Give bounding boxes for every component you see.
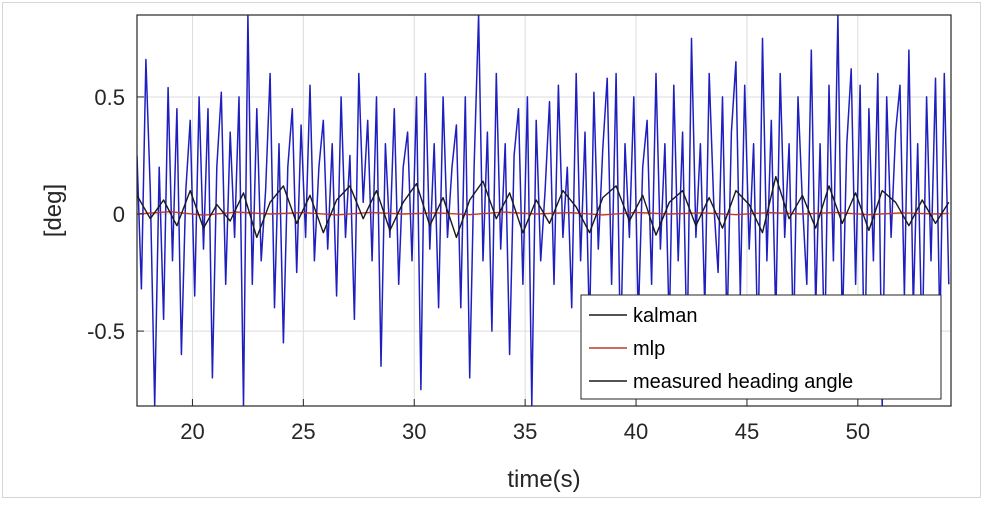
x-tick-label: 45	[735, 419, 759, 444]
legend-item-kalman: kalman	[589, 305, 697, 327]
figure-frame: 20 25 30 35 40 45 50 -0.5 0 0.5 time(s) [deg] ka…	[2, 2, 981, 498]
y-tick-label: -0.5	[87, 319, 125, 344]
legend-box	[580, 294, 942, 400]
legend-label-measured-heading-angle: measured heading angle	[633, 371, 853, 393]
y-axis-label: [deg]	[40, 184, 67, 237]
x-tick-label: 25	[291, 419, 315, 444]
legend-item-mlp: mlp	[589, 338, 665, 360]
axes-box	[136, 14, 952, 407]
x-tick-label: 40	[624, 419, 648, 444]
series-line-kalman	[137, 175, 950, 239]
legend-label-kalman: kalman	[633, 305, 697, 327]
x-axis-ticks: 20 25 30 35 40 45 50	[180, 399, 870, 444]
y-axis-ticks: -0.5 0 0.5	[87, 85, 144, 344]
x-tick-label: 30	[402, 419, 426, 444]
y-tick-label: 0	[113, 202, 125, 227]
legend-item-measured-heading-angle: measured heading angle	[589, 371, 853, 393]
legend: kalman mlp measured heading angle	[580, 294, 942, 400]
x-tick-label: 20	[180, 419, 204, 444]
x-tick-label: 50	[846, 419, 870, 444]
series-line-mlp	[137, 210, 949, 216]
plot-area	[137, 15, 950, 406]
y-tick-label: 0.5	[94, 85, 125, 110]
x-axis-label: time(s)	[507, 466, 580, 493]
x-tick-label: 35	[513, 419, 537, 444]
legend-label-mlp: mlp	[633, 338, 665, 360]
series-line-measured-heading-angle	[137, 15, 950, 406]
line-chart: 20 25 30 35 40 45 50 -0.5 0 0.5 time(s) [deg] ka…	[40, 14, 952, 493]
